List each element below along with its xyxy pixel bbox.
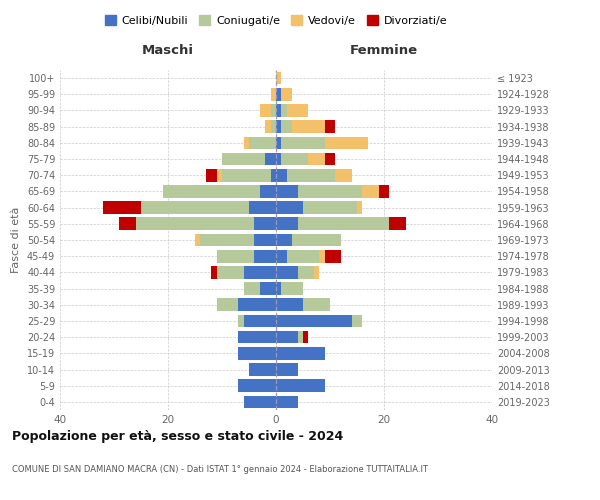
Bar [292, 234, 341, 246]
Bar [276, 347, 325, 360]
Bar [298, 331, 303, 344]
Bar [303, 298, 330, 311]
Bar [244, 266, 276, 278]
Bar [325, 152, 335, 166]
Bar [276, 136, 281, 149]
Bar [314, 266, 319, 278]
Bar [276, 266, 298, 278]
Bar [217, 266, 244, 278]
Bar [303, 331, 308, 344]
Bar [254, 218, 276, 230]
Text: Popolazione per età, sesso e stato civile - 2024: Popolazione per età, sesso e stato civil… [12, 430, 343, 443]
Bar [281, 104, 287, 117]
Bar [287, 169, 335, 181]
Bar [281, 152, 308, 166]
Bar [276, 298, 303, 311]
Bar [103, 202, 141, 214]
Bar [287, 250, 319, 262]
Bar [195, 234, 200, 246]
Bar [292, 120, 325, 133]
Bar [141, 202, 249, 214]
Bar [271, 120, 276, 133]
Bar [249, 363, 276, 376]
Bar [260, 282, 276, 295]
Bar [276, 152, 281, 166]
Bar [281, 120, 292, 133]
Bar [352, 314, 362, 328]
Bar [260, 104, 271, 117]
Bar [119, 218, 136, 230]
Bar [244, 314, 276, 328]
Bar [276, 282, 281, 295]
Bar [325, 120, 335, 133]
Bar [281, 88, 292, 101]
Bar [200, 234, 254, 246]
Bar [335, 169, 352, 181]
Bar [325, 250, 341, 262]
Bar [222, 152, 265, 166]
Bar [276, 72, 281, 85]
Bar [276, 218, 298, 230]
Bar [238, 298, 276, 311]
Bar [379, 185, 389, 198]
Bar [319, 250, 325, 262]
Bar [217, 298, 238, 311]
Bar [271, 88, 276, 101]
Bar [276, 88, 281, 101]
Bar [136, 218, 254, 230]
Bar [298, 266, 314, 278]
Bar [276, 250, 287, 262]
Bar [298, 218, 389, 230]
Bar [308, 152, 325, 166]
Bar [244, 282, 260, 295]
Bar [276, 396, 298, 408]
Bar [276, 363, 298, 376]
Bar [244, 396, 276, 408]
Bar [276, 234, 292, 246]
Bar [357, 202, 362, 214]
Bar [276, 314, 352, 328]
Bar [325, 136, 368, 149]
Bar [244, 136, 249, 149]
Bar [217, 169, 222, 181]
Bar [276, 202, 303, 214]
Bar [298, 185, 362, 198]
Bar [265, 152, 276, 166]
Legend: Celibi/Nubili, Coniugati/e, Vedovi/e, Divorziati/e: Celibi/Nubili, Coniugati/e, Vedovi/e, Di… [100, 10, 452, 30]
Bar [271, 169, 276, 181]
Bar [271, 104, 276, 117]
Bar [389, 218, 406, 230]
Bar [238, 314, 244, 328]
Bar [260, 185, 276, 198]
Bar [276, 169, 287, 181]
Bar [303, 202, 357, 214]
Bar [362, 185, 379, 198]
Bar [281, 136, 325, 149]
Bar [249, 136, 276, 149]
Bar [265, 120, 271, 133]
Bar [249, 202, 276, 214]
Bar [206, 169, 217, 181]
Bar [254, 234, 276, 246]
Text: COMUNE DI SAN DAMIANO MACRA (CN) - Dati ISTAT 1° gennaio 2024 - Elaborazione TUT: COMUNE DI SAN DAMIANO MACRA (CN) - Dati … [12, 465, 428, 474]
Bar [163, 185, 260, 198]
Bar [287, 104, 308, 117]
Bar [276, 104, 281, 117]
Bar [211, 266, 217, 278]
Text: Maschi: Maschi [142, 44, 194, 57]
Bar [281, 282, 303, 295]
Text: Femmine: Femmine [350, 44, 418, 57]
Bar [276, 120, 281, 133]
Bar [276, 185, 298, 198]
Bar [238, 347, 276, 360]
Bar [276, 380, 325, 392]
Bar [222, 169, 271, 181]
Bar [254, 250, 276, 262]
Bar [238, 380, 276, 392]
Bar [276, 331, 298, 344]
Bar [238, 331, 276, 344]
Y-axis label: Fasce di età: Fasce di età [11, 207, 21, 273]
Bar [217, 250, 254, 262]
